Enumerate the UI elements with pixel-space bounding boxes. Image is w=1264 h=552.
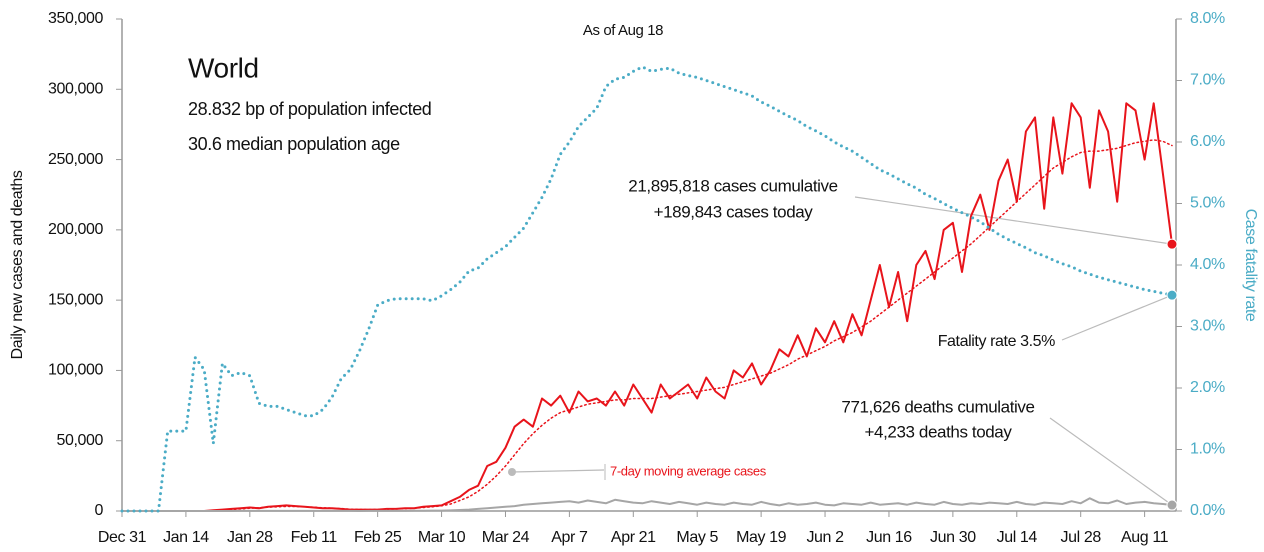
annotation: 771,626 deaths cumulative bbox=[841, 397, 1034, 416]
end-marker bbox=[1166, 289, 1178, 301]
leader-line bbox=[511, 469, 605, 473]
x-tick-label: Mar 24 bbox=[482, 529, 530, 546]
y-tick-label: 350,000 bbox=[48, 10, 104, 27]
annotation: As of Aug 18 bbox=[583, 22, 663, 39]
y2-tick-label: 4.0% bbox=[1190, 256, 1225, 273]
y2-tick-label: 3.0% bbox=[1190, 318, 1225, 335]
annotation: +189,843 cases today bbox=[654, 202, 814, 221]
y2-tick-label: 7.0% bbox=[1190, 72, 1225, 89]
x-tick-label: Jun 16 bbox=[866, 529, 912, 546]
annotation: 21,895,818 cases cumulative bbox=[628, 176, 837, 195]
y-tick-label: 50,000 bbox=[56, 432, 103, 449]
series-line bbox=[122, 497, 1173, 512]
y-tick-label: 200,000 bbox=[48, 221, 104, 238]
x-tick-label: Apr 7 bbox=[551, 529, 588, 546]
x-tick-label: Aug 11 bbox=[1121, 529, 1169, 546]
series-line bbox=[120, 65, 1174, 513]
annotation: +4,233 deaths today bbox=[865, 422, 1013, 441]
leader-line bbox=[854, 196, 1173, 245]
end-marker bbox=[1166, 238, 1178, 250]
y2-tick-label: 8.0% bbox=[1190, 10, 1225, 27]
x-tick-label: May 19 bbox=[736, 529, 787, 546]
y-tick-label: 300,000 bbox=[48, 81, 104, 98]
x-tick-label: Jun 30 bbox=[930, 529, 976, 546]
x-tick-label: May 5 bbox=[676, 529, 718, 546]
y-axis-title: Daily new cases and deaths bbox=[9, 170, 26, 359]
leader-line bbox=[1049, 417, 1173, 506]
end-marker bbox=[1166, 499, 1178, 511]
y2-tick-label: 5.0% bbox=[1190, 195, 1225, 212]
y2-tick-label: 2.0% bbox=[1190, 379, 1225, 396]
annotation: World bbox=[188, 52, 259, 83]
x-tick-label: Feb 25 bbox=[354, 529, 402, 546]
y2-tick-label: 6.0% bbox=[1190, 133, 1225, 150]
label-dot bbox=[508, 468, 516, 476]
series-label: 7-day moving average cases bbox=[610, 463, 767, 478]
annotation: Fatality rate 3.5% bbox=[938, 333, 1055, 350]
x-tick-label: Jun 2 bbox=[806, 529, 844, 546]
x-tick-label: Mar 10 bbox=[418, 529, 466, 546]
x-tick-label: Jul 28 bbox=[1061, 529, 1102, 546]
y-tick-label: 150,000 bbox=[48, 291, 104, 308]
x-tick-label: Apr 21 bbox=[611, 529, 656, 546]
y-tick-label: 100,000 bbox=[48, 362, 104, 379]
x-tick-label: Dec 31 bbox=[98, 529, 147, 546]
series-line bbox=[122, 102, 1173, 512]
x-tick-label: Jan 14 bbox=[163, 529, 209, 546]
y2-tick-label: 1.0% bbox=[1190, 441, 1225, 458]
series-line bbox=[121, 139, 1173, 512]
x-tick-label: Jan 28 bbox=[227, 529, 273, 546]
annotation: 30.6 median population age bbox=[188, 134, 400, 154]
x-tick-label: Feb 11 bbox=[291, 529, 338, 546]
y-tick-label: 250,000 bbox=[48, 151, 104, 168]
y-tick-label: 0 bbox=[95, 502, 104, 519]
x-tick-label: Jul 14 bbox=[997, 529, 1038, 546]
leader-line bbox=[1061, 294, 1173, 341]
y2-axis-title: Case fatality rate bbox=[1242, 209, 1259, 322]
annotation: 28.832 bp of population infected bbox=[188, 99, 431, 119]
y2-tick-label: 0.0% bbox=[1190, 502, 1225, 519]
